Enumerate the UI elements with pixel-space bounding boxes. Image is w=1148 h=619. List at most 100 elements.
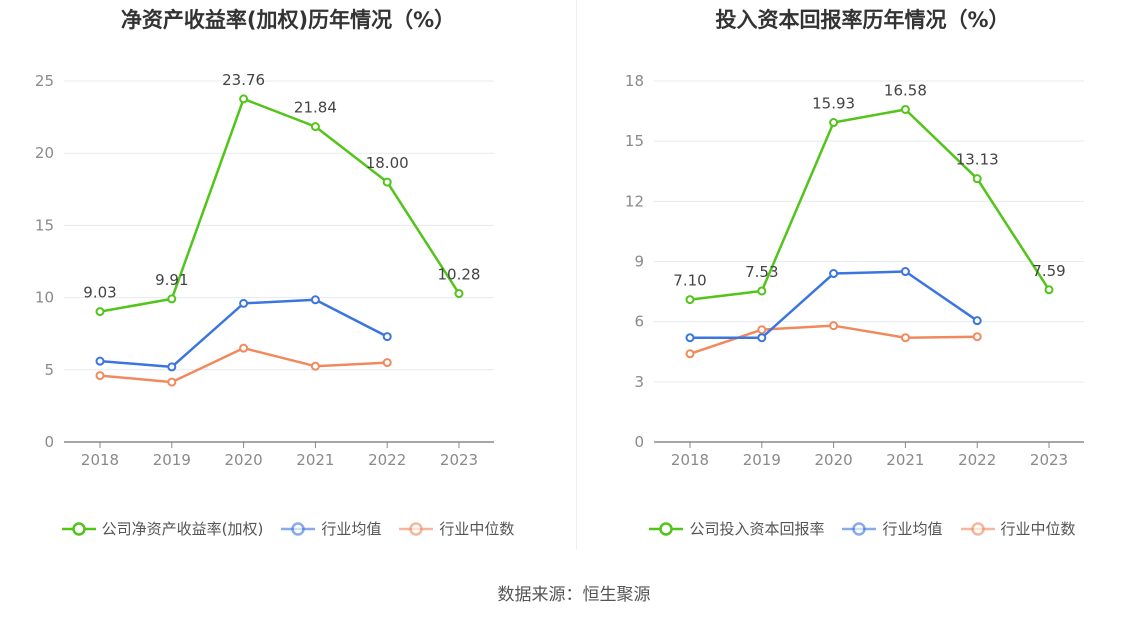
data-point: [685, 333, 695, 343]
data-point: [310, 122, 320, 132]
y-tick-label: 0: [44, 433, 54, 451]
y-tick-label: 15: [35, 216, 54, 234]
x-tick-label: 2020: [225, 451, 263, 469]
x-tick-label: 2022: [958, 451, 996, 469]
legend-label: 行业均值: [321, 520, 382, 538]
data-point: [95, 307, 105, 317]
legend-marker: [409, 521, 424, 536]
legend-item[interactable]: 行业均值: [281, 518, 381, 539]
data-point: [829, 321, 839, 331]
data-label: 10.28: [438, 266, 481, 284]
data-point: [382, 332, 392, 342]
data-label: 7.53: [745, 263, 778, 281]
legend-swatch-icon: [842, 521, 877, 536]
y-tick-label: 25: [35, 72, 54, 90]
legend-label: 行业中位数: [439, 520, 515, 538]
data-label: 13.13: [956, 151, 999, 169]
legend-item[interactable]: 公司投入资本回报率: [649, 518, 824, 539]
x-tick-label: 2023: [1030, 451, 1068, 469]
y-tick-label: 6: [634, 313, 644, 331]
data-point: [972, 332, 982, 342]
legend-swatch-icon: [281, 521, 316, 536]
legend-marker: [291, 521, 306, 536]
data-point: [829, 118, 839, 128]
series-line: [99, 298, 388, 369]
panel-divider: [576, 0, 577, 550]
data-point: [382, 177, 392, 187]
data-point: [310, 295, 320, 305]
data-point: [167, 294, 177, 304]
data-point: [900, 333, 910, 343]
legend-item[interactable]: 行业均值: [842, 518, 943, 539]
x-tick-label: 2021: [296, 451, 334, 469]
data-point: [757, 286, 767, 296]
data-label: 18.00: [366, 154, 409, 172]
data-point: [454, 289, 464, 299]
legend-marker: [71, 521, 86, 536]
data-label: 23.76: [222, 71, 265, 89]
y-tick-label: 12: [625, 192, 644, 210]
data-point: [239, 343, 249, 353]
legend-swatch-icon: [649, 521, 684, 536]
x-tick-label: 2018: [81, 451, 119, 469]
chart-title: 净资产收益率(加权)历年情况（%）: [120, 8, 456, 32]
y-tick-label: 0: [634, 433, 644, 451]
legend-label: 行业中位数: [1000, 520, 1076, 538]
roe-chart-plot: 0 5 10 15 20 25 2018 2019 2020 2021 2022 2023 9.03 9.…: [35, 71, 494, 469]
roic-chart-plot: 0 3 6 9 12 15 18 2018 2019 2020 2021 2022 2023 7.10 7.…: [625, 72, 1084, 469]
y-tick-label: 10: [35, 289, 54, 307]
legend-label: 行业均值: [882, 520, 943, 538]
x-tick-label: 2018: [671, 451, 709, 469]
legend-label: 公司净资产收益率(加权): [101, 520, 264, 538]
data-point: [167, 362, 177, 372]
x-tick-label: 2020: [815, 451, 853, 469]
y-tick-label: 3: [634, 373, 644, 391]
data-point: [757, 325, 767, 335]
chart-title: 投入资本回报率历年情况（%）: [715, 8, 1010, 32]
x-tick-label: 2023: [440, 451, 478, 469]
data-point: [685, 349, 695, 359]
series-line: [689, 108, 1051, 301]
y-tick-label: 18: [625, 72, 644, 90]
data-point: [900, 104, 910, 114]
roe-chart-panel: 净资产收益率(加权)历年情况（%） 0 5 10 15 20 25 2018 2019 2020…: [0, 0, 576, 550]
data-point: [972, 174, 982, 184]
y-tick-label: 15: [625, 132, 644, 150]
data-point: [310, 361, 320, 371]
data-point: [95, 371, 105, 381]
roic-chart-panel: 投入资本回报率历年情况（%） 0 3 6 9 12 15 18 2018 2019 2020 202…: [577, 0, 1148, 550]
x-tick-label: 2019: [743, 451, 781, 469]
roic-chart-legend: 公司投入资本回报率 行业均值 行业中位数: [577, 518, 1148, 539]
data-point: [239, 94, 249, 104]
data-point: [972, 316, 982, 326]
x-tick-label: 2019: [153, 451, 191, 469]
legend-item[interactable]: 公司净资产收益率(加权): [61, 518, 264, 539]
data-point: [685, 295, 695, 305]
data-point: [382, 358, 392, 368]
legend-item[interactable]: 行业中位数: [399, 518, 514, 539]
data-point: [95, 356, 105, 366]
data-point: [239, 298, 249, 308]
y-tick-label: 9: [634, 253, 644, 271]
data-label: 21.84: [294, 99, 337, 117]
x-tick-label: 2022: [368, 451, 406, 469]
legend-marker: [659, 521, 674, 536]
series-line: [99, 97, 461, 313]
legend-item[interactable]: 行业中位数: [960, 518, 1076, 539]
y-tick-label: 20: [35, 144, 54, 162]
data-point: [1044, 285, 1054, 295]
data-label: 15.93: [812, 95, 855, 113]
data-point: [757, 333, 767, 343]
legend-marker: [852, 521, 867, 536]
data-label: 7.59: [1032, 262, 1065, 280]
legend-swatch-icon: [960, 521, 995, 536]
data-source-note: 数据来源：恒生聚源: [497, 585, 651, 605]
data-point: [167, 377, 177, 387]
y-tick-label: 5: [44, 361, 54, 379]
legend-label: 公司投入资本回报率: [689, 520, 825, 538]
legend-swatch-icon: [61, 521, 96, 536]
data-point: [829, 269, 839, 279]
legend-swatch-icon: [399, 521, 434, 536]
legend-marker: [970, 521, 985, 536]
data-label: 7.10: [673, 272, 706, 290]
